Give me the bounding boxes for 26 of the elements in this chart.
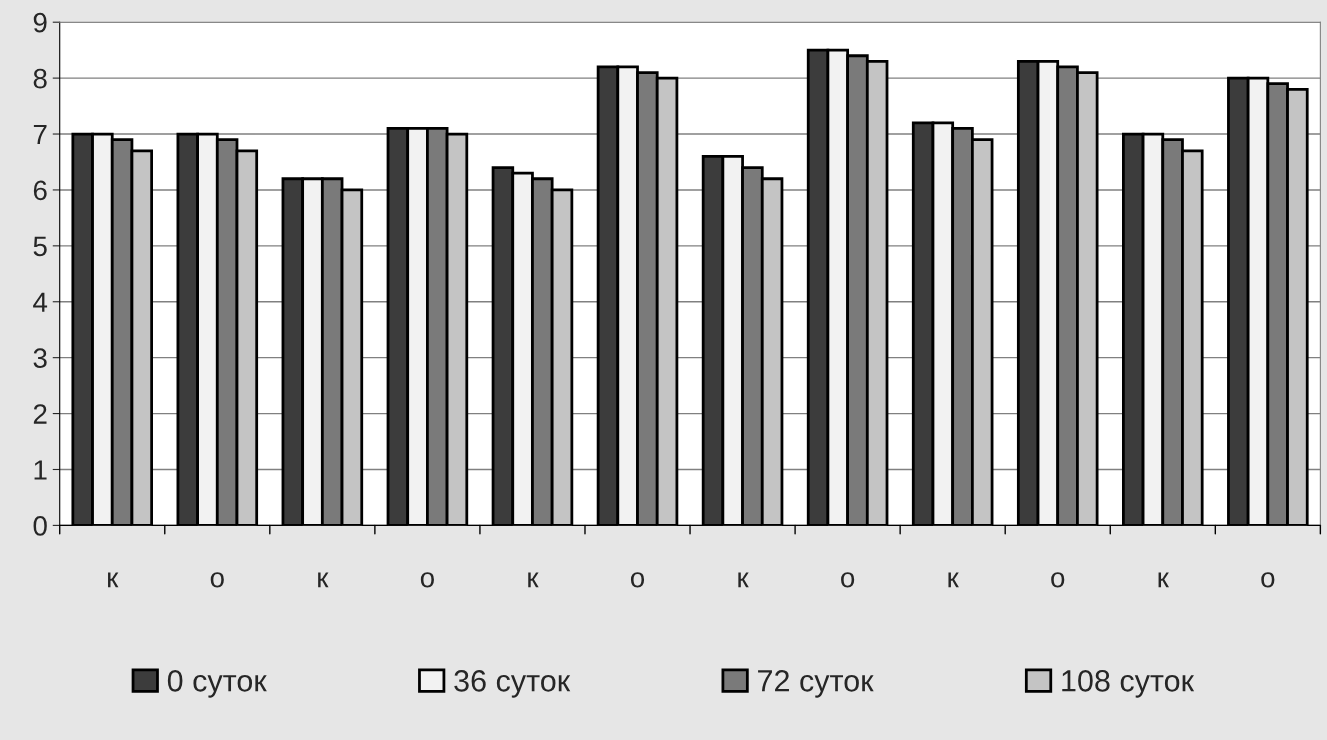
x-tick-label: к <box>1158 572 1169 588</box>
x-tick-label: о <box>1051 572 1065 588</box>
y-tick-label: 2 <box>33 404 47 424</box>
y-tick-label: 5 <box>33 236 47 257</box>
x-tick-label: к <box>948 572 959 588</box>
y-tick-label: 3 <box>33 348 47 369</box>
x-tick-label: к <box>738 572 749 588</box>
x-tick-label: к <box>318 572 329 588</box>
legend-label: 36 суток <box>454 670 571 698</box>
y-tick-label: 4 <box>33 292 48 312</box>
x-tick-label: о <box>1261 572 1275 588</box>
y-tick-label: 8 <box>33 68 47 89</box>
legend-label: 72 суток <box>758 670 874 698</box>
y-tick-label: 0 <box>33 516 47 536</box>
x-tick-label: о <box>841 572 855 588</box>
legend-label: 0 суток <box>167 670 267 698</box>
x-tick-label: к <box>528 572 539 588</box>
x-tick-label: о <box>420 572 434 588</box>
x-tick-label: о <box>210 572 224 588</box>
y-tick-label: 7 <box>33 124 47 145</box>
y-tick-label: 6 <box>33 180 47 201</box>
x-tick-label: о <box>630 572 645 588</box>
x-tick-label: к <box>108 572 119 588</box>
y-tick-label: 9 <box>33 12 47 33</box>
y-tick-label: 1 <box>34 460 47 480</box>
legend-label: 108 суток <box>1062 670 1195 698</box>
